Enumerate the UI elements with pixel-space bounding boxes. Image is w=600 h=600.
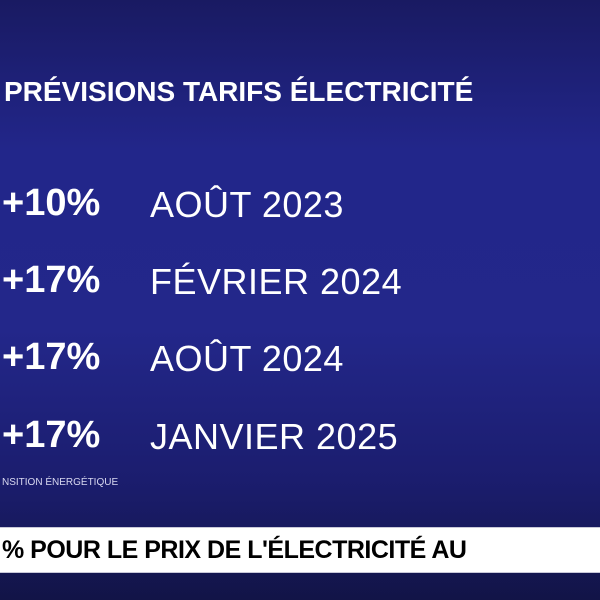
graphic-title: PRÉVISIONS TARIFS ÉLECTRICITÉ: [4, 76, 474, 107]
row-4-date: JANVIER 2025: [150, 416, 399, 457]
row-3-date: AOÛT 2024: [150, 338, 344, 379]
news-ticker-text: % POUR LE PRIX DE L'ÉLECTRICITÉ AU: [2, 536, 467, 564]
row-3-change: +17%: [2, 336, 101, 378]
news-ticker-band: % POUR LE PRIX DE L'ÉLECTRICITÉ AU: [0, 527, 600, 573]
source-caption: NSITION ÉNERGÉTIQUE: [2, 477, 119, 488]
row-1-change: +10%: [2, 182, 101, 224]
row-1-date: AOÛT 2023: [150, 184, 344, 225]
row-4-change: +17%: [2, 414, 101, 456]
row-2-change: +17%: [2, 259, 101, 301]
row-2-date: FÉVRIER 2024: [150, 261, 403, 302]
